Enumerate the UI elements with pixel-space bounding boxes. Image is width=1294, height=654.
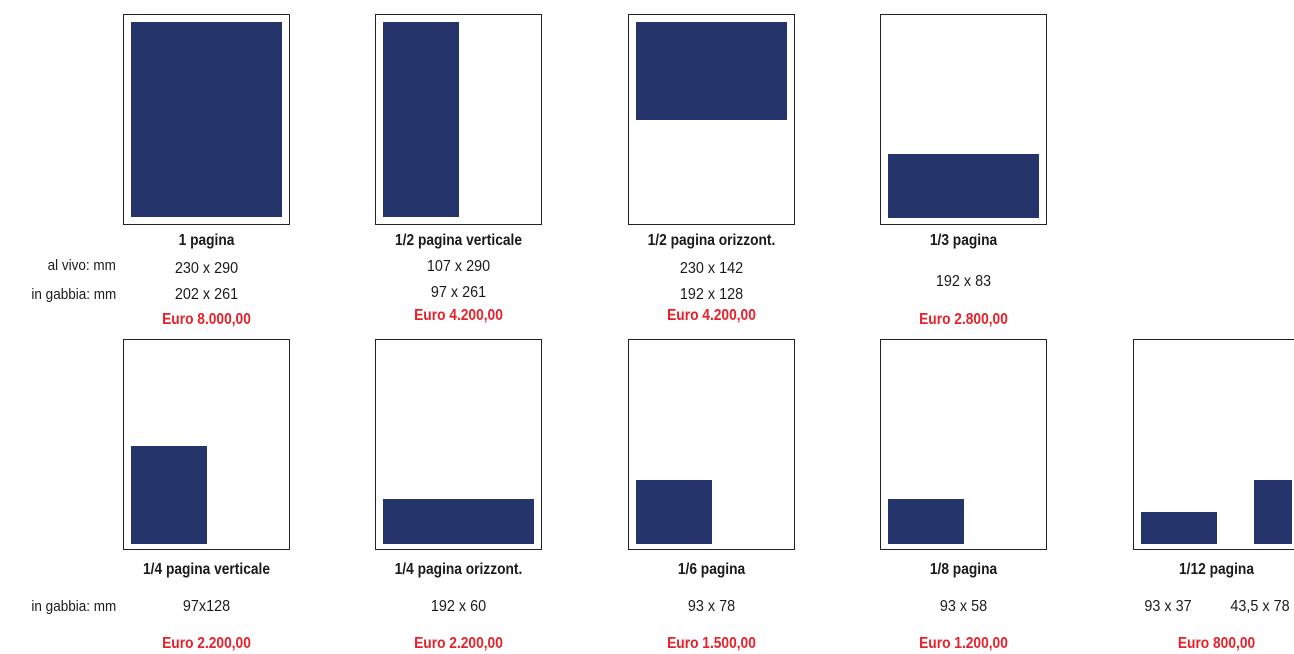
format-title: 1/2 pagina orizzont. — [647, 232, 776, 249]
format-title: 1/12 pagina — [1179, 561, 1254, 578]
price: Euro 4.200,00 — [667, 307, 756, 324]
ad-area — [636, 22, 787, 120]
size-in-gabbia: 202 x 261 — [174, 286, 239, 303]
page-frame — [628, 339, 795, 550]
page-frame — [880, 339, 1047, 550]
size-in-gabbia: 93 x 58 — [939, 598, 988, 615]
page-frame — [375, 14, 542, 225]
size-in-gabbia: 192 x 83 — [935, 273, 992, 290]
ad-area — [383, 499, 534, 544]
page-frame — [1133, 339, 1294, 550]
page-frame — [123, 14, 290, 225]
format-title: 1/6 pagina — [677, 561, 746, 578]
ad-area-vertical — [1254, 480, 1292, 544]
ad-area — [131, 446, 207, 544]
page-frame — [880, 14, 1047, 225]
price: Euro 800,00 — [1177, 635, 1256, 652]
ad-area — [383, 22, 459, 217]
size-in-gabbia: 97x128 — [182, 598, 231, 615]
ad-area — [888, 154, 1039, 218]
row-label-al-vivo: al vivo: mm — [47, 257, 116, 274]
size-in-gabbia: 192 x 128 — [679, 286, 744, 303]
format-title: 1/2 pagina verticale — [395, 232, 522, 249]
ad-area-horizontal — [1141, 512, 1217, 544]
format-title: 1/4 pagina verticale — [143, 561, 270, 578]
price: Euro 4.200,00 — [414, 307, 503, 324]
row-label-in-gabbia-row2: in gabbia: mm — [31, 598, 116, 615]
format-title: 1/8 pagina — [929, 561, 998, 578]
ad-area — [888, 499, 964, 544]
price: Euro 8.000,00 — [162, 311, 251, 328]
size-in-gabbia: 192 x 60 — [430, 598, 487, 615]
price: Euro 1.500,00 — [667, 635, 756, 652]
format-title: 1 pagina — [178, 232, 235, 249]
size-al-vivo: 230 x 142 — [679, 260, 744, 277]
price: Euro 2.200,00 — [162, 635, 251, 652]
size-al-vivo: 230 x 290 — [174, 260, 239, 277]
price: Euro 2.800,00 — [919, 311, 1008, 328]
size-in-gabbia: 93 x 78 — [687, 598, 736, 615]
size-in-gabbia-b: 43,5 x 78 — [1230, 598, 1290, 615]
ad-area — [131, 22, 282, 217]
format-title: 1/3 pagina — [929, 232, 998, 249]
size-in-gabbia-a: 93 x 37 — [1144, 598, 1192, 615]
price: Euro 2.200,00 — [414, 635, 503, 652]
page-frame — [628, 14, 795, 225]
page-frame — [375, 339, 542, 550]
size-al-vivo: 107 x 290 — [426, 258, 491, 275]
size-in-gabbia: 97 x 261 — [430, 284, 487, 301]
ad-area — [636, 480, 712, 544]
row-label-in-gabbia: in gabbia: mm — [31, 286, 116, 303]
format-title: 1/4 pagina orizzont. — [394, 561, 523, 578]
page-frame — [123, 339, 290, 550]
price: Euro 1.200,00 — [919, 635, 1008, 652]
